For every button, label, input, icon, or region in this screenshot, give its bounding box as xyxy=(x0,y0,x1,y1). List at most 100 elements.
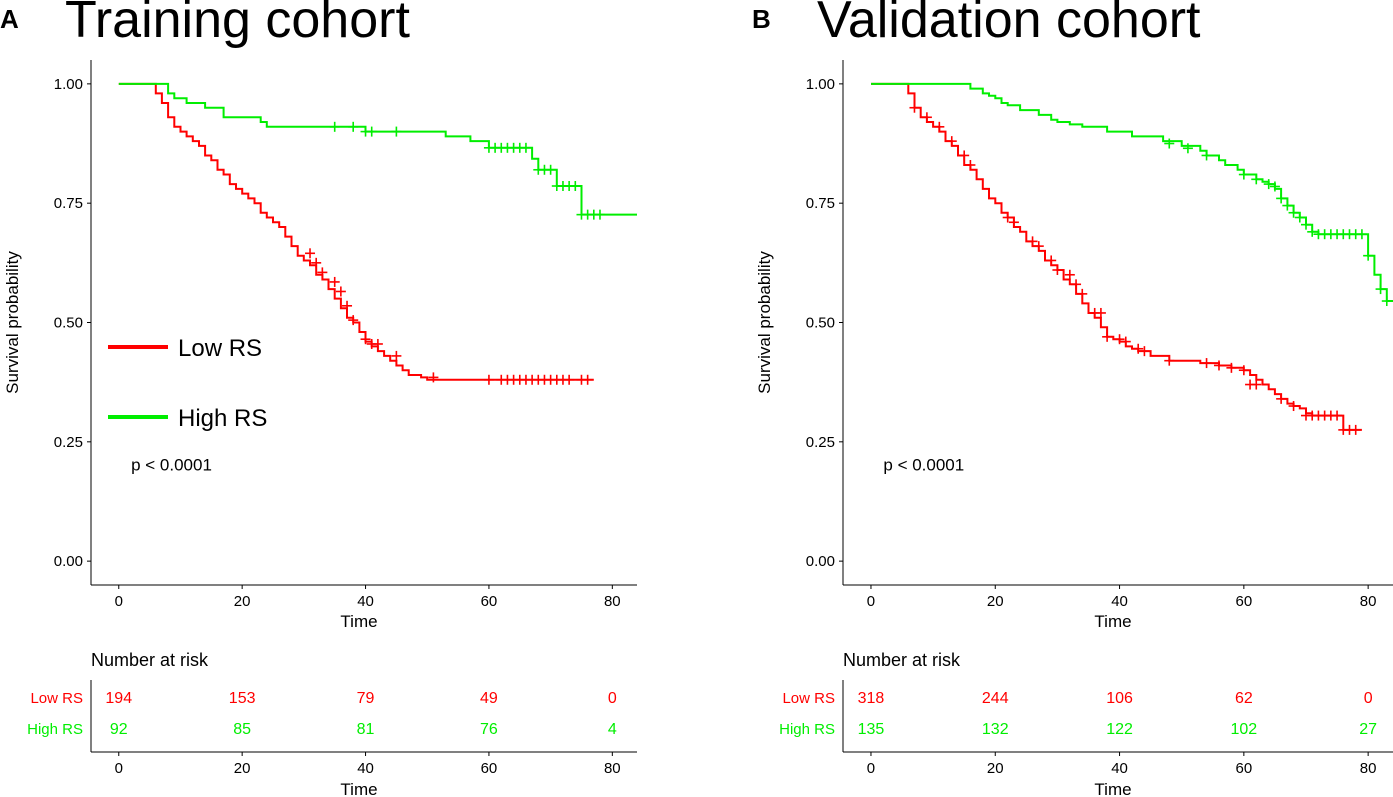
censor-mark xyxy=(348,121,359,132)
censor-mark xyxy=(594,209,605,220)
y-axis-label: Survival probability xyxy=(755,251,774,394)
censor-mark xyxy=(1133,343,1144,354)
legend-label: Low RS xyxy=(178,335,262,362)
censor-mark xyxy=(1182,143,1193,154)
y-tick-label: 0.25 xyxy=(54,434,83,451)
censor-mark xyxy=(1120,336,1131,347)
censor-mark xyxy=(582,374,593,385)
censor-mark xyxy=(317,267,328,278)
censor-mark xyxy=(1201,150,1212,161)
p-value-label: p < 0.0001 xyxy=(883,455,964,474)
risk-table-title: Number at risk xyxy=(843,650,961,670)
y-tick-label: 0.00 xyxy=(806,553,835,570)
x-tick-label: 20 xyxy=(234,593,251,610)
risk-row-label: Low RS xyxy=(30,690,83,707)
censor-mark xyxy=(1213,360,1224,371)
risk-x-tick-label: 80 xyxy=(1360,760,1377,777)
x-tick-label: 80 xyxy=(604,593,621,610)
censor-mark xyxy=(1363,250,1374,261)
risk-count: 0 xyxy=(608,690,617,707)
censor-mark xyxy=(1381,296,1392,307)
censor-mark xyxy=(1251,174,1262,185)
censor-mark xyxy=(946,136,957,147)
risk-x-axis-label: Time xyxy=(340,780,377,797)
censor-mark xyxy=(428,372,439,383)
panel-letter: A xyxy=(0,4,19,34)
risk-count: 27 xyxy=(1359,721,1377,738)
censor-mark xyxy=(335,286,346,297)
x-axis-label: Time xyxy=(340,612,377,631)
censor-mark xyxy=(1356,229,1367,240)
censor-mark xyxy=(1375,284,1386,295)
km-plot-validation: 0.00 0.25 0.50 0.75 1.00 0 20 40 60 80 Time Surviva… xyxy=(755,60,1393,797)
censor-mark xyxy=(1307,226,1318,237)
risk-count: 106 xyxy=(1106,690,1133,707)
censor-mark xyxy=(520,142,531,153)
censor-mark xyxy=(1164,138,1175,149)
censor-mark xyxy=(391,350,402,361)
km-plot-training: 0.000.250.500.751.000 20 40 60 80TimeSurviva… xyxy=(3,60,637,797)
risk-table-title: Number at risk xyxy=(91,650,209,670)
survival-curve-high-rs xyxy=(118,82,637,216)
risk-count: 318 xyxy=(858,690,885,707)
x-axis-label: Time xyxy=(1094,612,1131,631)
censor-mark xyxy=(1139,346,1150,357)
censor-mark xyxy=(1269,181,1280,192)
censor-mark xyxy=(1276,393,1287,404)
censor-mark xyxy=(391,126,402,137)
x-tick-label: 80 xyxy=(1360,593,1377,610)
risk-count: 62 xyxy=(1235,690,1253,707)
x-tick-label: 60 xyxy=(481,593,498,610)
censor-mark xyxy=(1002,212,1013,223)
censor-mark xyxy=(1077,288,1088,299)
censor-mark xyxy=(1288,207,1299,218)
y-axis-label: Survival probability xyxy=(3,251,22,394)
survival-curve-low-rs xyxy=(871,82,1362,431)
chart-title: Training cohort xyxy=(65,0,410,49)
risk-x-tick-label: 40 xyxy=(1111,760,1128,777)
censor-mark xyxy=(1027,236,1038,247)
risk-count: 135 xyxy=(858,721,885,738)
risk-x-axis-label: Time xyxy=(1094,780,1131,797)
censor-mark xyxy=(1052,265,1063,275)
censor-mark xyxy=(1251,379,1262,390)
censor-mark xyxy=(329,276,340,287)
risk-count: 244 xyxy=(982,690,1009,707)
risk-count: 81 xyxy=(357,721,375,738)
y-tick-label: 0.75 xyxy=(806,195,835,212)
risk-count: 92 xyxy=(110,721,128,738)
y-tick-label: 0.50 xyxy=(54,315,83,332)
risk-count: 0 xyxy=(1364,690,1373,707)
censor-mark xyxy=(329,121,340,132)
risk-row-label: High RS xyxy=(27,721,83,738)
censor-mark xyxy=(1238,365,1249,376)
x-tick-label: 0 xyxy=(867,593,875,610)
censor-mark xyxy=(348,315,359,326)
risk-x-tick-label: 60 xyxy=(1236,760,1253,777)
risk-x-tick-label: 0 xyxy=(867,760,875,777)
x-tick-label: 20 xyxy=(987,593,1004,610)
censor-mark xyxy=(959,150,970,161)
risk-x-tick-label: 20 xyxy=(987,760,1004,777)
censor-mark xyxy=(1226,362,1237,373)
y-tick-label: 0.75 xyxy=(54,195,83,212)
censor-mark xyxy=(570,181,581,191)
risk-count: 122 xyxy=(1106,721,1133,738)
censor-mark xyxy=(366,126,377,137)
censor-mark xyxy=(360,334,371,345)
risk-count: 132 xyxy=(982,721,1009,738)
x-tick-label: 60 xyxy=(1236,593,1253,610)
censor-mark xyxy=(483,374,494,385)
p-value-label: p < 0.0001 xyxy=(131,455,212,474)
risk-x-tick-label: 60 xyxy=(481,760,498,777)
panel-validation: B Validation cohort 0.00 0.25 0.50 0.75 1.00… xyxy=(752,0,1393,797)
censor-mark xyxy=(1008,217,1019,228)
censor-mark xyxy=(1238,169,1249,180)
risk-count: 79 xyxy=(357,690,375,707)
censor-mark xyxy=(1294,212,1305,223)
panel-letter: B xyxy=(752,4,771,34)
censor-mark xyxy=(1046,255,1057,266)
risk-count: 85 xyxy=(233,721,251,738)
x-tick-label: 40 xyxy=(1111,593,1128,610)
risk-count: 153 xyxy=(229,690,256,707)
